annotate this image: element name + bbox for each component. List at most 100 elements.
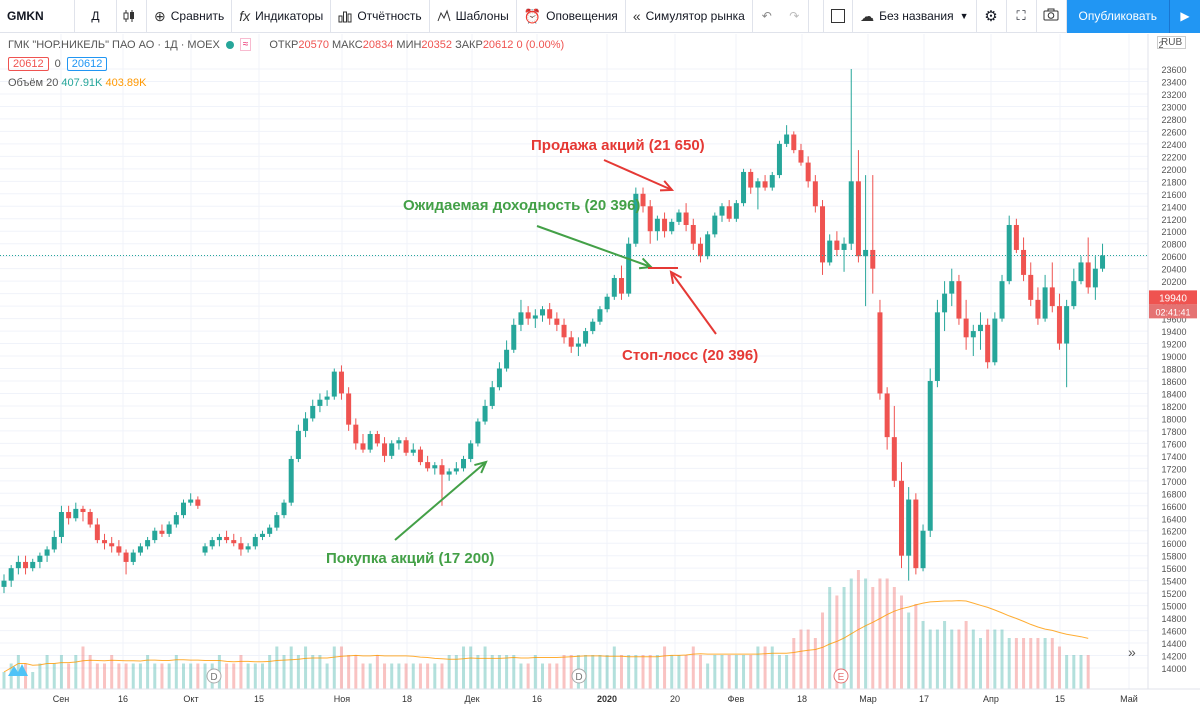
dividend-marker[interactable] xyxy=(206,668,222,684)
undo-button[interactable]: ↶ xyxy=(753,0,781,33)
settings-button[interactable]: ⚙ xyxy=(977,0,1007,33)
price-tick-label: 21800 xyxy=(1161,177,1186,187)
price-tick-label: 18600 xyxy=(1161,377,1186,387)
volume-bar xyxy=(555,663,559,689)
layout-menu-button[interactable]: ☁ Без названия ▼ xyxy=(853,0,977,33)
volume-bar xyxy=(74,655,78,689)
candle-body xyxy=(453,468,459,472)
candle-body xyxy=(130,552,136,562)
redo-button[interactable]: ↷ xyxy=(781,0,809,33)
candle-body xyxy=(116,546,122,553)
volume-bar xyxy=(828,587,832,689)
buy-price-button[interactable]: 20612 xyxy=(66,57,108,71)
volume-bar xyxy=(1014,638,1018,689)
cloud-icon: ☁ xyxy=(860,7,875,24)
volume-bar xyxy=(770,646,774,689)
candle-body xyxy=(1085,262,1091,288)
alerts-button[interactable]: ⏰ Оповещения xyxy=(517,0,626,33)
volume-bar xyxy=(928,629,932,689)
volume-bar xyxy=(785,655,789,689)
candle-body xyxy=(295,430,301,459)
volume-bar xyxy=(246,663,250,689)
publish-menu-button[interactable]: ▶ xyxy=(1169,0,1200,33)
volume-bar xyxy=(225,663,229,689)
candle-body xyxy=(554,318,560,325)
volume-bar xyxy=(871,587,875,689)
volume-bar xyxy=(203,663,207,689)
price-tick-label: 16000 xyxy=(1161,539,1186,549)
price-tick-label-top: 2 xyxy=(1158,40,1163,50)
interval-label: Д xyxy=(91,9,100,23)
volume-bar xyxy=(698,655,702,689)
chart-style-button[interactable] xyxy=(117,0,147,33)
replay-button[interactable]: « Симулятор рынка xyxy=(626,0,753,33)
price-tick-label: 20600 xyxy=(1161,252,1186,262)
volume-bar xyxy=(663,646,667,689)
candle-body xyxy=(712,215,718,235)
sell-price-button[interactable]: 20612 xyxy=(8,57,49,71)
reports-button[interactable]: Отчётность xyxy=(331,0,430,33)
volume-ma-value: 403.89K xyxy=(105,77,147,89)
templates-label: Шаблоны xyxy=(455,9,509,23)
gear-icon: ⚙ xyxy=(984,8,998,25)
price-tick-label: 15000 xyxy=(1161,602,1186,612)
price-tick-label: 18800 xyxy=(1161,365,1186,375)
square-icon xyxy=(831,9,846,23)
volume-bar xyxy=(950,629,954,689)
candle-body xyxy=(303,418,309,431)
indicators-button[interactable]: fx Индикаторы xyxy=(232,0,332,33)
volume-bar xyxy=(677,655,681,689)
ohlc-values: ОТКР20570 МАКС20834 МИН20352 ЗАКР20612 0… xyxy=(269,39,564,51)
screenshot-button[interactable] xyxy=(1037,0,1067,33)
candle-body xyxy=(891,437,897,481)
interval-button[interactable]: Д xyxy=(75,0,117,33)
price-tick-label: 22400 xyxy=(1161,140,1186,150)
price-tick-label: 18200 xyxy=(1161,402,1186,412)
grid-lines xyxy=(0,34,1148,689)
compare-button[interactable]: ⊕ Сравнить xyxy=(147,0,233,33)
event-markers: D D E xyxy=(206,668,849,684)
price-tick-label: 16400 xyxy=(1161,514,1186,524)
volume-bar xyxy=(117,663,121,689)
candle-body xyxy=(855,181,861,257)
volume-bar xyxy=(52,663,56,689)
candle-body xyxy=(999,281,1005,319)
candle-body xyxy=(511,324,517,350)
volume-bar xyxy=(304,646,308,689)
symbol-search-button[interactable]: GMKN xyxy=(0,0,75,33)
time-axis-background[interactable] xyxy=(0,689,1148,709)
candle-body xyxy=(1028,274,1034,300)
time-axis[interactable]: Сен 16 Окт 15 Ноя 18 Дек 16 2020 20 Фев 18 Мар 17 Апр 1… xyxy=(53,694,1138,704)
chart-canvas[interactable]: Продажа акций (21 650) Ожидаемая доходнос… xyxy=(0,34,1200,709)
scroll-right-control[interactable]: » xyxy=(1128,644,1136,660)
market-status-icon[interactable] xyxy=(225,40,234,49)
volume-bar xyxy=(325,663,329,689)
volume-bar xyxy=(684,655,688,689)
candle-body xyxy=(568,337,574,347)
volume-bar xyxy=(397,663,401,689)
candle-body xyxy=(791,134,797,151)
volume-bar xyxy=(383,663,387,689)
price-axis[interactable]: 2360023400232002300022800226002240022200… xyxy=(1149,40,1197,674)
spread-value: 0 xyxy=(54,58,61,70)
candle-body xyxy=(662,218,668,232)
candle-body xyxy=(741,171,747,204)
earnings-marker[interactable] xyxy=(833,668,849,684)
volume-bar xyxy=(296,655,300,689)
volume-bar xyxy=(354,655,358,689)
fullscreen-button[interactable]: ⛶ xyxy=(1007,0,1037,33)
candle-body xyxy=(1049,287,1055,307)
time-tick-label: 15 xyxy=(254,694,264,704)
volume-bar xyxy=(519,663,523,689)
price-axis-background[interactable] xyxy=(1148,34,1200,709)
volume-bar xyxy=(634,655,638,689)
candle-body xyxy=(827,240,833,263)
publish-button[interactable]: Опубликовать xyxy=(1066,0,1169,33)
templates-button[interactable]: Шаблоны xyxy=(430,0,517,33)
scroll-right-icon[interactable]: » xyxy=(1128,644,1136,660)
volume-bar xyxy=(1022,638,1026,689)
price-tick-label: 22800 xyxy=(1161,115,1186,125)
candle-body xyxy=(970,331,976,338)
dividend-marker[interactable] xyxy=(571,668,587,684)
fullscreen-toggle-button[interactable] xyxy=(823,0,854,33)
